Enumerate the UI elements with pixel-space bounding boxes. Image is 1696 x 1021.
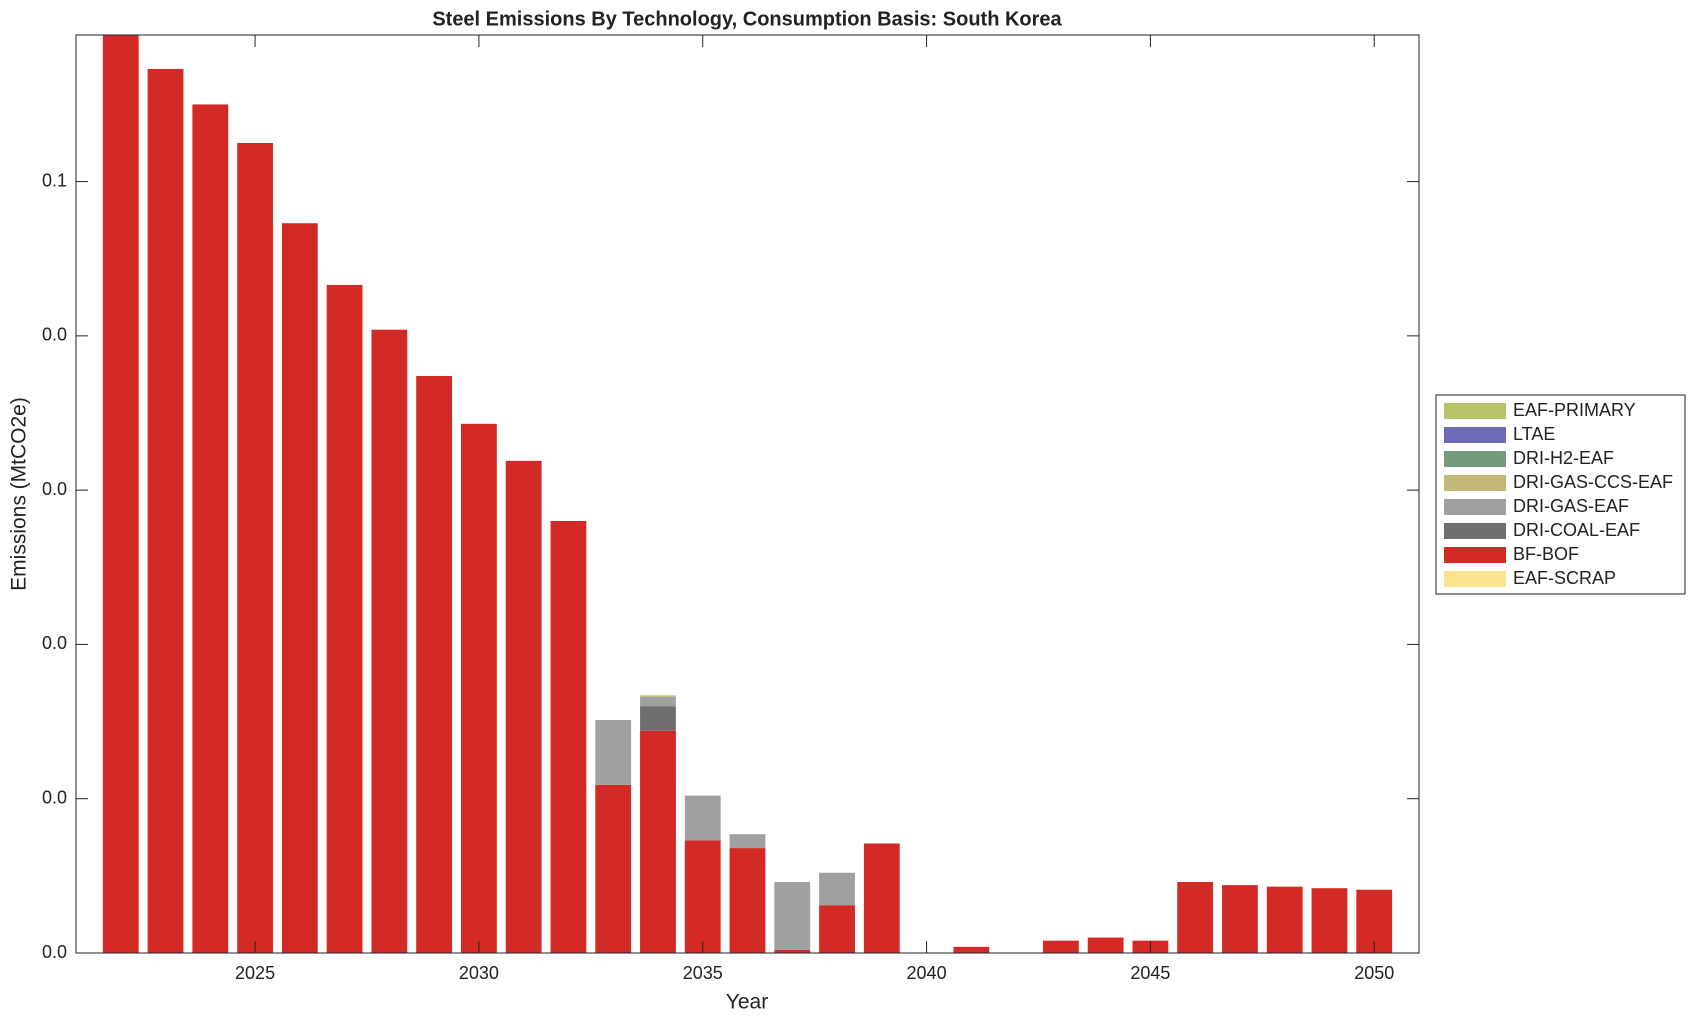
legend-swatch [1444, 475, 1506, 491]
legend-swatch [1444, 451, 1506, 467]
legend-label: EAF-SCRAP [1513, 568, 1616, 588]
bar-segment [774, 949, 811, 953]
bar-segment [640, 695, 676, 697]
bar-segment [595, 784, 632, 953]
chart-title: Steel Emissions By Technology, Consumpti… [432, 8, 1062, 30]
bar-segment [684, 795, 721, 841]
bar-segment [371, 329, 408, 953]
bar-segment [505, 460, 542, 953]
y-tick-label: 0.0 [42, 787, 67, 807]
bar-segment [102, 35, 139, 953]
legend-swatch [1444, 403, 1506, 419]
plot-frame [75, 34, 1420, 954]
y-tick-label: 0.0 [42, 633, 67, 653]
legend-swatch [1444, 499, 1506, 515]
x-tick-label: 2035 [683, 963, 723, 983]
bar-segment [953, 946, 990, 953]
legend-swatch [1444, 427, 1506, 443]
bar-segment [1087, 937, 1124, 953]
bar-segment [774, 882, 811, 950]
bar-segment [729, 834, 766, 849]
bar-segment [640, 706, 676, 731]
x-tick-label: 2025 [235, 963, 275, 983]
bar-segment [640, 696, 676, 707]
bar-segment [237, 143, 273, 953]
bar-segment [684, 840, 721, 953]
legend-swatch [1444, 571, 1506, 587]
legend-label: LTAE [1513, 424, 1555, 444]
x-tick-label: 2050 [1354, 963, 1394, 983]
bar-segment [729, 848, 766, 953]
y-tick-label: 0.0 [42, 479, 67, 499]
bar-segment [1042, 940, 1079, 953]
bar-segment [1177, 882, 1214, 953]
bar-segment [819, 905, 855, 953]
y-tick-label: 0.1 [42, 170, 67, 190]
x-tick-label: 2030 [459, 963, 499, 983]
bar-segment [416, 375, 453, 953]
bar-segment [550, 521, 587, 953]
legend-swatch [1444, 523, 1506, 539]
bar-segment [192, 104, 229, 953]
y-axis-label: Emissions (MtCO2e) [8, 397, 31, 591]
x-axis-label: Year [726, 991, 768, 1014]
bar-segment [281, 223, 318, 953]
bar-segment [595, 720, 632, 785]
legend-box [1435, 394, 1686, 595]
legend-label: DRI-H2-EAF [1513, 448, 1614, 468]
bar-segment [1311, 888, 1348, 953]
x-tick-label: 2040 [907, 963, 947, 983]
legend-swatch [1444, 547, 1506, 563]
bar-segment [640, 730, 676, 953]
x-tick-label: 2045 [1130, 963, 1170, 983]
bar-segment [1222, 885, 1258, 953]
bar-segment [460, 423, 497, 953]
bar-segment [147, 68, 184, 953]
bar-segment [819, 872, 855, 906]
bars [102, 35, 1393, 953]
bar-segment [1266, 886, 1303, 953]
y-tick-label: 0.0 [42, 942, 67, 962]
legend-label: BF-BOF [1513, 544, 1579, 564]
legend-label: DRI-GAS-EAF [1513, 496, 1629, 516]
legend-label: DRI-COAL-EAF [1513, 520, 1640, 540]
bar-segment [863, 843, 900, 953]
legend-label: DRI-GAS-CCS-EAF [1513, 472, 1673, 492]
y-tick-label: 0.0 [42, 325, 67, 345]
bar-segment [326, 284, 363, 953]
legend-label: EAF-PRIMARY [1513, 400, 1636, 420]
